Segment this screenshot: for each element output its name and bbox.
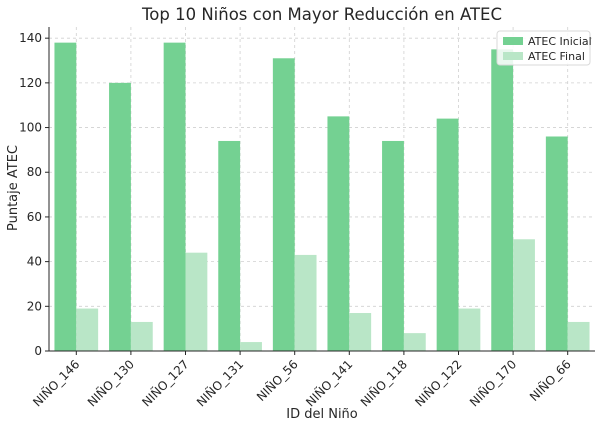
y-ticks: 0 20 40 60 80 100 120 140 <box>19 31 49 358</box>
bar-final <box>403 333 426 351</box>
legend-label: ATEC Inicial <box>528 35 592 48</box>
axes <box>48 27 595 352</box>
x-tick-label: NIÑO_56 <box>253 357 301 405</box>
legend-swatch <box>503 37 523 45</box>
x-tick-label: NIÑO_141 <box>302 357 355 410</box>
y-tick-label: 60 <box>27 210 42 224</box>
bar-final <box>567 321 590 351</box>
bar-inicial <box>54 42 77 351</box>
x-ticks: NIÑO_146 NIÑO_130 NIÑO_127 NIÑO_131 NIÑO_56 N… <box>29 351 574 410</box>
chart-title: Top 10 Niños con Mayor Reducción en ATEC <box>141 5 502 24</box>
y-tick-label: 0 <box>34 344 42 358</box>
legend: ATEC Inicial ATEC Final <box>496 30 592 66</box>
y-tick-label: 100 <box>19 121 42 135</box>
bar-final <box>349 313 372 351</box>
x-axis-label: ID del Niño <box>286 407 358 422</box>
bar-final <box>76 308 99 351</box>
bar-final <box>185 252 208 351</box>
bar-inicial <box>272 58 295 352</box>
bar-final <box>240 342 262 351</box>
y-tick-label: 120 <box>19 76 42 90</box>
y-tick-label: 80 <box>27 165 42 179</box>
x-tick-label: NIÑO_127 <box>139 357 192 410</box>
x-tick-label: NIÑO_170 <box>466 357 519 410</box>
bar-final <box>458 308 481 351</box>
bar-final <box>130 321 153 351</box>
x-tick-label: NIÑO_146 <box>29 357 82 410</box>
bar-inicial <box>436 118 459 351</box>
bar-inicial <box>545 136 568 351</box>
x-tick-label: NIÑO_130 <box>84 357 137 410</box>
x-tick-label: NIÑO_66 <box>526 357 574 405</box>
y-axis-label: Puntaje ATEC <box>6 145 21 231</box>
bars <box>54 42 590 352</box>
y-tick-label: 20 <box>27 299 42 313</box>
bar-final <box>513 239 535 351</box>
bar-inicial <box>109 82 131 352</box>
bar-final <box>294 254 317 351</box>
legend-label: ATEC Final <box>528 50 585 63</box>
bar-inicial <box>218 140 241 351</box>
x-tick-label: NIÑO_118 <box>357 357 410 410</box>
legend-swatch <box>503 52 523 60</box>
y-tick-label: 140 <box>19 31 42 45</box>
bar-inicial <box>327 116 350 352</box>
bar-inicial <box>382 140 404 351</box>
y-tick-label: 40 <box>27 255 42 269</box>
bar-inicial <box>163 42 186 351</box>
x-tick-label: NIÑO_131 <box>193 357 246 410</box>
bar-inicial <box>491 49 514 352</box>
x-tick-label: NIÑO_122 <box>412 357 465 410</box>
